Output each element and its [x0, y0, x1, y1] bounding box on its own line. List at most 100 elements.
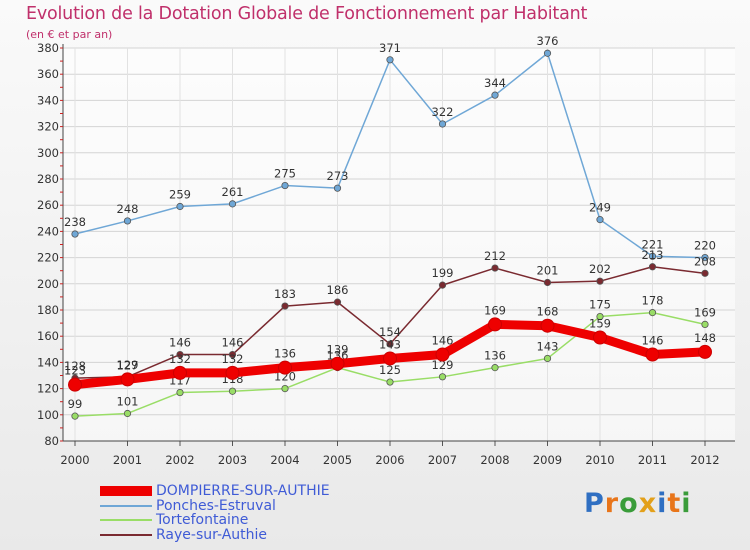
data-point-tortefontaine — [123, 409, 132, 418]
data-point-dompierre-sur-authie — [593, 330, 607, 345]
data-point-ponches-estruval — [438, 120, 447, 128]
y-tick-label: 100 — [37, 408, 59, 422]
data-label-raye-sur-authie: 213 — [642, 248, 664, 262]
x-tick-label: 2012 — [690, 453, 719, 467]
data-label-tortefontaine: 99 — [68, 397, 83, 411]
y-tick-label: 240 — [37, 224, 59, 238]
plot-area — [63, 48, 735, 441]
legend-swatch-raye — [100, 533, 152, 536]
y-tick-label: 260 — [37, 198, 59, 212]
data-label-raye-sur-authie: 146 — [222, 336, 244, 350]
data-label-dompierre-sur-authie: 123 — [64, 364, 86, 378]
data-label-ponches-estruval: 238 — [64, 215, 86, 229]
data-label-tortefontaine: 143 — [537, 339, 559, 353]
data-label-dompierre-sur-authie: 132 — [222, 352, 244, 366]
y-tick-label: 80 — [44, 434, 59, 448]
data-point-ponches-estruval — [176, 202, 184, 211]
data-label-dompierre-sur-authie: 146 — [642, 334, 664, 348]
data-point-dompierre-sur-authie — [540, 318, 555, 333]
data-label-dompierre-sur-authie: 168 — [537, 305, 559, 319]
legend-label-raye: Raye-sur-Authie — [156, 526, 268, 543]
legend-label-ponches: Ponches-Estruval — [156, 497, 276, 514]
data-label-raye-sur-authie: 128 — [64, 359, 86, 373]
x-tick-label: 2008 — [480, 453, 509, 467]
data-label-raye-sur-authie: 212 — [484, 249, 506, 263]
data-point-raye-sur-authie — [543, 278, 552, 287]
data-label-ponches-estruval: 261 — [222, 185, 244, 199]
data-label-raye-sur-authie: 202 — [589, 262, 611, 276]
data-label-raye-sur-authie: 154 — [379, 325, 401, 339]
data-point-tortefontaine — [701, 320, 709, 329]
y-tick-label: 280 — [37, 172, 59, 186]
data-label-raye-sur-authie: 201 — [537, 263, 559, 277]
data-label-ponches-estruval: 275 — [274, 167, 296, 181]
data-point-raye-sur-authie — [648, 263, 657, 271]
legend-label-dompierre: DOMPIERRE-SUR-AUTHIE — [156, 483, 330, 499]
data-point-tortefontaine — [176, 388, 184, 397]
data-label-tortefontaine: 175 — [589, 298, 611, 312]
data-point-dompierre-sur-authie — [120, 372, 135, 387]
data-point-dompierre-sur-authie — [645, 347, 660, 362]
data-label-ponches-estruval: 221 — [642, 237, 664, 251]
legend-label-tortefontaine: Tortefontaine — [156, 512, 249, 528]
data-label-ponches-estruval: 248 — [117, 202, 139, 216]
y-tick-label: 320 — [37, 120, 59, 134]
data-label-tortefontaine: 136 — [484, 349, 506, 363]
data-label-raye-sur-authie: 199 — [432, 266, 454, 280]
y-tick-label: 140 — [37, 355, 59, 369]
data-point-ponches-estruval — [123, 217, 132, 225]
data-label-ponches-estruval: 322 — [432, 105, 454, 119]
y-tick-label: 180 — [37, 303, 59, 317]
data-point-ponches-estruval — [648, 252, 657, 260]
data-point-raye-sur-authie — [386, 340, 394, 348]
legend-swatch-tortefontaine — [100, 519, 152, 522]
legend-swatch-dompierre — [100, 486, 152, 497]
x-tick-label: 2000 — [60, 453, 89, 467]
data-point-tortefontaine — [438, 373, 447, 381]
x-tick-label: 2011 — [638, 453, 667, 467]
data-label-dompierre-sur-authie: 136 — [274, 347, 296, 361]
data-label-raye-sur-authie: 183 — [274, 287, 296, 301]
y-tick-label: 220 — [37, 251, 59, 265]
data-label-raye-sur-authie: 186 — [327, 283, 349, 297]
chart-title: Evolution de la Dotation Globale de Fonc… — [26, 4, 588, 24]
data-point-dompierre-sur-authie — [278, 360, 292, 375]
y-tick-label: 120 — [37, 382, 59, 396]
data-point-ponches-estruval — [281, 181, 289, 190]
data-point-raye-sur-authie — [701, 269, 709, 277]
data-label-dompierre-sur-authie: 132 — [169, 352, 191, 366]
data-point-tortefontaine — [228, 387, 237, 395]
data-point-ponches-estruval — [491, 91, 499, 99]
data-point-dompierre-sur-authie — [330, 356, 345, 371]
data-label-ponches-estruval: 259 — [169, 188, 191, 202]
data-label-raye-sur-authie: 129 — [117, 358, 139, 372]
data-point-tortefontaine — [281, 384, 289, 393]
x-tick-label: 2002 — [165, 453, 194, 467]
x-tick-label: 2010 — [585, 453, 614, 467]
y-tick-label: 380 — [37, 41, 59, 55]
data-point-dompierre-sur-authie — [383, 351, 397, 366]
y-tick-label: 200 — [37, 277, 59, 291]
proxiti-logo: Proxiti — [584, 488, 692, 519]
data-point-raye-sur-authie — [596, 277, 604, 285]
y-tick-label: 160 — [37, 329, 59, 343]
data-label-tortefontaine: 129 — [432, 358, 454, 372]
x-tick-label: 2001 — [113, 453, 142, 467]
data-label-dompierre-sur-authie: 146 — [432, 334, 454, 348]
x-tick-label: 2006 — [375, 453, 404, 467]
data-point-ponches-estruval — [596, 216, 604, 224]
data-point-ponches-estruval — [333, 184, 342, 192]
data-label-tortefontaine: 178 — [642, 294, 664, 308]
x-tick-label: 2004 — [270, 453, 299, 467]
data-label-tortefontaine: 101 — [117, 394, 139, 408]
data-point-tortefontaine — [491, 364, 499, 372]
data-point-tortefontaine — [648, 309, 657, 317]
data-point-raye-sur-authie — [438, 281, 447, 289]
data-label-ponches-estruval: 344 — [484, 76, 506, 90]
data-point-ponches-estruval — [71, 230, 79, 238]
data-point-raye-sur-authie — [491, 264, 499, 272]
data-label-ponches-estruval: 371 — [379, 41, 401, 55]
data-point-tortefontaine — [71, 412, 79, 420]
data-point-tortefontaine — [596, 312, 604, 321]
